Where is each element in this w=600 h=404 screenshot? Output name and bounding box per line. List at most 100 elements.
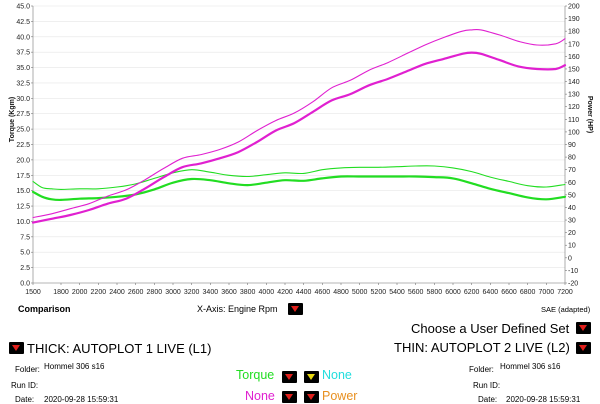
y-left-tick-label: 0.0 (20, 281, 30, 288)
correction-standard: SAE (adapted) (541, 305, 591, 314)
y-right-tick-label: 30 (568, 218, 576, 225)
y-right-tick-label: 40 (568, 205, 576, 212)
y-left-axis-title: Torque (Kgm) (9, 97, 16, 142)
user-set-dropdown-button[interactable] (576, 322, 591, 334)
x-tick-label: 3800 (240, 289, 256, 296)
x-tick-label: 2000 (72, 289, 88, 296)
y-left-tick-label: 42.5 (16, 19, 30, 26)
x-tick-label: 5600 (408, 289, 424, 296)
right-folder-value: Hommel 306 s16 (500, 362, 561, 371)
left-folder-value: Hommel 306 s16 (44, 362, 105, 371)
x-tick-label: 5000 (352, 289, 368, 296)
y-right-tick-label: 90 (568, 142, 576, 149)
x-tick-label: 6400 (483, 289, 499, 296)
y-left-tick-label: 22.5 (16, 142, 30, 149)
y-right-tick-label: 50 (568, 192, 576, 199)
y-left-tick-label: 37.5 (16, 50, 30, 57)
y-left-tick-label: 35.0 (16, 65, 30, 72)
left-folder-label: Folder: (15, 365, 40, 374)
y-right-tick-label: -20 (568, 281, 578, 288)
user-set-label: Choose a User Defined Set (411, 321, 570, 336)
y-right-tick-label: 180 (568, 29, 580, 36)
x-tick-label: 2400 (109, 289, 125, 296)
chart-axes: 0.0 2.5 5.0 7.5 10.0 12.5 15.0 17.5 20.0 22.5 25.0… (9, 4, 593, 297)
y-right-tick-label: 60 (568, 180, 576, 187)
series-line-torque-thin (32, 165, 566, 190)
y-right-tick-label: 200 (568, 4, 580, 11)
x-tick-label: 1500 (25, 289, 41, 296)
x-tick-label: 6600 (501, 289, 517, 296)
x-tick-label: 2600 (128, 289, 144, 296)
y-right-tick-label: 10 (568, 243, 576, 250)
thin-run-dropdown-button[interactable] (576, 342, 591, 354)
xaxis-selector-label: X-Axis: Engine Rpm (197, 304, 278, 314)
x-tick-label: 5200 (371, 289, 387, 296)
selector-none-1-label: None (322, 368, 352, 382)
y-left-tick-label: 25.0 (16, 127, 30, 134)
dyno-chart: 0.0 2.5 5.0 7.5 10.0 12.5 15.0 17.5 20.0 22.5 25.0… (9, 4, 593, 297)
y-right-tick-label: 120 (568, 104, 580, 111)
y-right-tick-label: 130 (568, 92, 580, 99)
y-left-tick-label: 7.5 (20, 234, 30, 241)
chart-gridlines (33, 5, 565, 284)
x-tick-label: 3400 (203, 289, 219, 296)
y-right-tick-label: 80 (568, 155, 576, 162)
thick-run-dropdown-button[interactable] (9, 342, 24, 354)
x-tick-label: 1800 (53, 289, 69, 296)
y-left-tick-label: 15.0 (16, 188, 30, 195)
series-line-torque-thick (31, 175, 567, 202)
left-runid-label: Run ID: (11, 381, 39, 390)
y-left-tick-label: 12.5 (16, 204, 30, 211)
chart-series-group (31, 28, 567, 224)
x-tick-label: 6200 (464, 289, 480, 296)
y-right-tick-label: -10 (568, 268, 578, 275)
series-line-power-thin (32, 28, 566, 219)
xaxis-dropdown-button[interactable] (288, 303, 303, 315)
right-folder-label: Folder: (469, 365, 494, 374)
y-right-tick-label: 70 (568, 167, 576, 174)
y-right-tick-label: 100 (568, 129, 580, 136)
x-tick-label: 3200 (184, 289, 200, 296)
x-tick-label: 6000 (445, 289, 461, 296)
x-tick-label: 4000 (259, 289, 275, 296)
y-right-tick-label: 190 (568, 16, 580, 23)
x-tick-label: 3600 (221, 289, 237, 296)
y-left-tick-label: 10.0 (16, 219, 30, 226)
x-tick-label: 2200 (91, 289, 107, 296)
right-runid-label: Run ID: (473, 381, 501, 390)
y-right-tick-label: 0 (568, 255, 572, 262)
series-line-power-thick (31, 51, 567, 224)
selector-none-2-label: None (245, 389, 275, 403)
y-left-tick-label: 40.0 (16, 34, 30, 41)
y-left-tick-label: 17.5 (16, 173, 30, 180)
selector-none-2-dropdown[interactable] (282, 391, 297, 403)
x-tick-label: 5800 (427, 289, 443, 296)
y-left-tick-label: 32.5 (16, 80, 30, 87)
selector-power-dropdown[interactable] (304, 391, 319, 403)
x-tick-label: 4600 (315, 289, 331, 296)
x-tick-label: 4400 (296, 289, 312, 296)
x-tick-label: 7000 (539, 289, 555, 296)
selector-torque-dropdown[interactable] (282, 371, 297, 383)
selector-none-1-dropdown[interactable] (304, 371, 319, 383)
thin-run-label: THIN: AUTOPLOT 2 LIVE (L2) (394, 340, 570, 355)
comparison-label: Comparison (18, 304, 71, 314)
x-tick-label: 3000 (165, 289, 181, 296)
y-left-tick-label: 30.0 (16, 96, 30, 103)
y-left-tick-label: 20.0 (16, 157, 30, 164)
x-tick-label: 5400 (389, 289, 405, 296)
y-right-axis-title: Power (HP) (586, 96, 593, 133)
x-tick-label: 2800 (147, 289, 163, 296)
y-right-tick-label: 170 (568, 41, 580, 48)
y-right-tick-label: 110 (568, 117, 579, 124)
y-right-tick-label: 150 (568, 66, 580, 73)
y-left-tick-label: 45.0 (16, 4, 30, 11)
y-right-tick-label: 140 (568, 79, 580, 86)
selector-power-label: Power (322, 389, 358, 403)
selector-torque-label: Torque (236, 368, 275, 382)
y-left-tick-label: 5.0 (20, 250, 30, 257)
x-tick-label: 4200 (277, 289, 293, 296)
y-left-tick-label: 27.5 (16, 111, 30, 118)
y-left-tick-label: 2.5 (20, 265, 30, 272)
thick-run-label: THICK: AUTOPLOT 1 LIVE (L1) (27, 341, 212, 356)
